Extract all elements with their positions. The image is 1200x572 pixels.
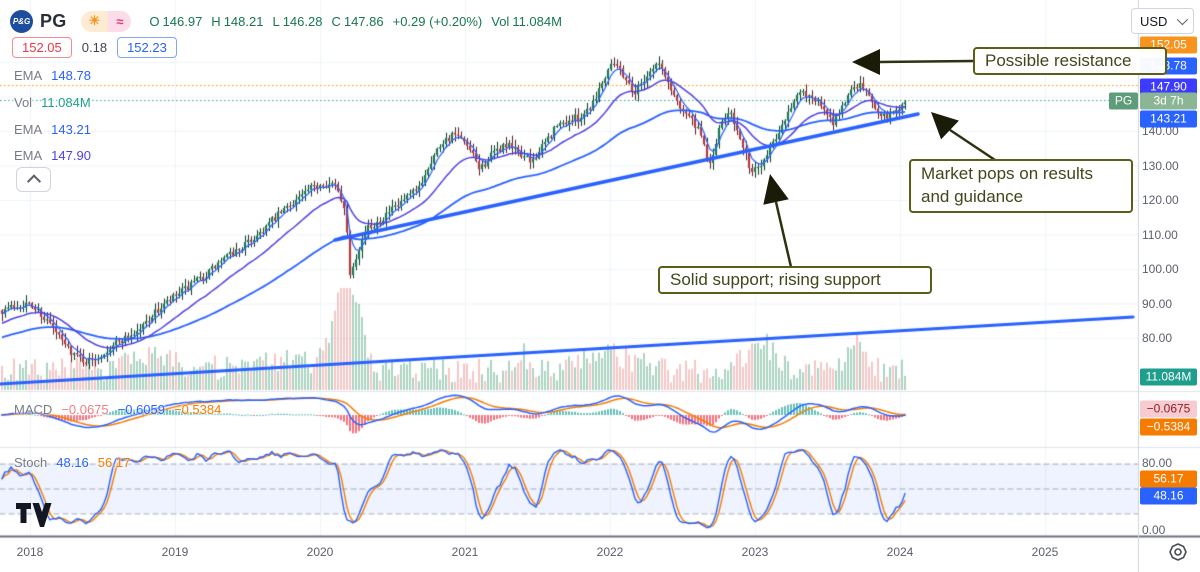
ema-value: 147.90 (51, 148, 91, 163)
callout-possible-resistance[interactable]: Possible resistance (973, 47, 1167, 75)
legend-stoch[interactable]: Stoch 48.16 56.17 (14, 455, 130, 470)
macd-label: MACD (14, 402, 53, 417)
price-axis-label: 90.00 (1142, 296, 1173, 311)
price-axis-label: 80.00 (1142, 331, 1173, 345)
badge-macd-hist: −0.0675 (1140, 400, 1197, 418)
price-axis-label: 120.00 (1142, 193, 1179, 207)
upper-price-box[interactable]: 152.23 (117, 37, 177, 58)
sun-icon[interactable]: ☀ (80, 10, 109, 32)
price-axis-label: 0.00 (1142, 523, 1166, 537)
ema-label: EMA (14, 122, 43, 137)
open-label: O (149, 13, 160, 29)
price-axis-label: 110.00 (1142, 227, 1178, 242)
time-axis-label: 2024 (886, 545, 914, 559)
callout-text: Solid support; rising support (670, 270, 881, 289)
symbol-price-badge: PG (1109, 92, 1138, 110)
volume-label: Vol (491, 13, 510, 29)
badge-stoch-k: 48.16 (1140, 487, 1197, 505)
macd-signal-value: −0.5384 (174, 402, 222, 417)
time-axis-label: 2021 (451, 545, 479, 559)
spread-value: 0.18 (81, 40, 108, 55)
time-axis-label: 2022 (596, 545, 624, 559)
vol-label: Vol (14, 95, 33, 110)
change-value: +0.29 (+0.20%) (392, 13, 483, 29)
legend-macd[interactable]: MACD −0.0675 −0.6059 −0.5384 (14, 402, 221, 417)
stoch-k-value: 48.16 (56, 455, 89, 470)
legend-ema-2[interactable]: EMA 143.21 (14, 122, 91, 137)
symbol-title[interactable]: PG (40, 10, 67, 31)
time-axis-label: 2025 (1031, 545, 1059, 559)
ema-label: EMA (14, 68, 43, 83)
chevron-up-icon (26, 173, 41, 188)
callout-market-pops[interactable]: Market pops on results and guidance (909, 159, 1133, 213)
badge-ema-147: 147.90 (1140, 78, 1197, 96)
legend-collapse-button[interactable] (16, 167, 51, 192)
volume-value: 11.084M (512, 13, 562, 29)
approx-icon[interactable]: ≈ (108, 10, 132, 32)
currency-label: USD (1140, 13, 1168, 29)
tradingview-logo[interactable] (16, 503, 52, 532)
ohlc-readout: O 146.97 H 148.21 L 146.28 C 147.86 +0.29 (+… (149, 14, 562, 29)
callout-text-line2: and guidance (921, 186, 1024, 206)
legend-ema-1[interactable]: EMA 148.78 (14, 68, 91, 83)
callout-text-line1: Market pops on results (921, 164, 1093, 183)
time-axis-label: 2018 (16, 545, 44, 559)
ema-value: 143.21 (51, 122, 91, 137)
callout-text: Possible resistance (985, 51, 1132, 70)
price-axis-label: 100.00 (1142, 262, 1179, 276)
gear-icon[interactable] (1168, 542, 1188, 567)
low-label: L (272, 13, 280, 29)
stoch-label: Stoch (14, 455, 48, 470)
ema-value: 148.78 (51, 68, 91, 83)
open-value: 146.97 (162, 13, 203, 29)
badge-macd-signal: −0.5384 (1140, 418, 1197, 436)
time-axis-label: 2020 (306, 545, 334, 559)
low-value: 146.28 (282, 13, 323, 29)
price-axis-label: 80.00 (1142, 456, 1173, 470)
badge-volume: 11.084M (1140, 368, 1197, 386)
macd-line-value: −0.6059 (117, 402, 165, 417)
chevron-down-icon (1176, 13, 1189, 26)
close-value: 147.86 (343, 13, 384, 29)
legend-volume[interactable]: Vol 11.084M (14, 95, 91, 110)
vol-value: 11.084M (41, 95, 91, 110)
callout-solid-support[interactable]: Solid support; rising support (658, 266, 932, 294)
time-axis-label: 2023 (741, 545, 769, 559)
close-label: C (331, 13, 341, 29)
price-axis-label: 130.00 (1142, 158, 1179, 173)
high-label: H (211, 13, 221, 29)
high-value: 148.21 (223, 13, 264, 29)
badge-ema-143: 143.21 (1140, 110, 1197, 128)
ema-label: EMA (14, 148, 43, 163)
lower-price-box[interactable]: 152.05 (12, 37, 72, 58)
badge-stoch-d: 56.17 (1140, 470, 1197, 488)
time-axis-label: 2019 (161, 545, 189, 559)
pg-company-logo: P&G (10, 9, 33, 33)
price-axis-label: 140.00 (1142, 124, 1179, 138)
currency-dropdown[interactable]: USD (1131, 8, 1194, 34)
position-price-row: 152.05 0.18 152.23 (12, 37, 177, 58)
legend-ema-3[interactable]: EMA 147.90 (14, 148, 91, 163)
bar-countdown-badge: 3d 7h (1140, 92, 1197, 110)
stoch-d-value: 56.17 (97, 455, 131, 470)
macd-hist-value: −0.0675 (61, 402, 109, 417)
symbol-header: P&G PG ☀ ≈ O 146.97 H 148.21 L 146.28 C 147.… (10, 7, 562, 35)
